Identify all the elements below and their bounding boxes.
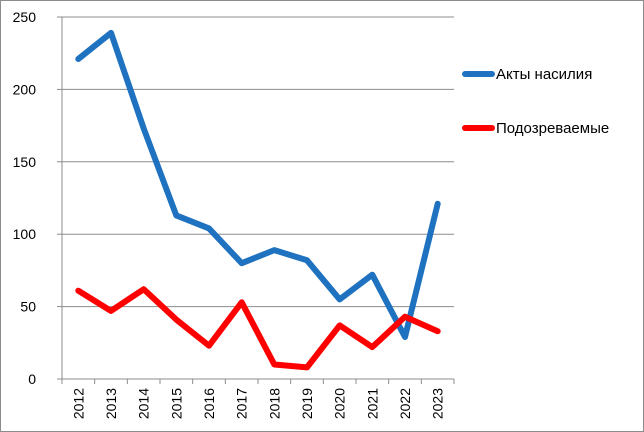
x-tick-label: 2013	[103, 388, 119, 419]
series-line-1	[75, 29, 441, 340]
series-lines	[75, 29, 441, 371]
x-tick-label: 2019	[299, 388, 315, 419]
x-tick-label: 2012	[70, 388, 86, 419]
axes: 0 50 100 150 200 250 2012 2013 2014 2015 2016 2017 2…	[13, 9, 455, 419]
x-tick-label: 2018	[266, 388, 282, 419]
legend-label-2: Подозреваемые	[496, 120, 609, 137]
y-tick-label: 0	[28, 371, 36, 387]
y-tick-label: 200	[13, 81, 37, 97]
series-line-2	[75, 286, 441, 371]
x-tick-label: 2017	[234, 388, 250, 419]
x-tick-label: 2015	[168, 388, 184, 419]
x-tick-label: 2021	[364, 388, 380, 419]
y-tick-label: 150	[13, 154, 37, 170]
x-tick-label: 2023	[430, 388, 446, 419]
x-tick-label: 2016	[201, 388, 217, 419]
y-tick-label: 250	[13, 9, 37, 25]
y-tick-label: 100	[13, 226, 37, 242]
x-tick-label: 2014	[136, 388, 152, 419]
legend-label-1: Акты насилия	[496, 66, 592, 83]
y-tick-label: 50	[20, 299, 36, 315]
x-tick-label: 2020	[332, 388, 348, 419]
x-tick-label: 2022	[397, 388, 413, 419]
legend: Акты насилия Подозреваемые	[462, 66, 609, 137]
